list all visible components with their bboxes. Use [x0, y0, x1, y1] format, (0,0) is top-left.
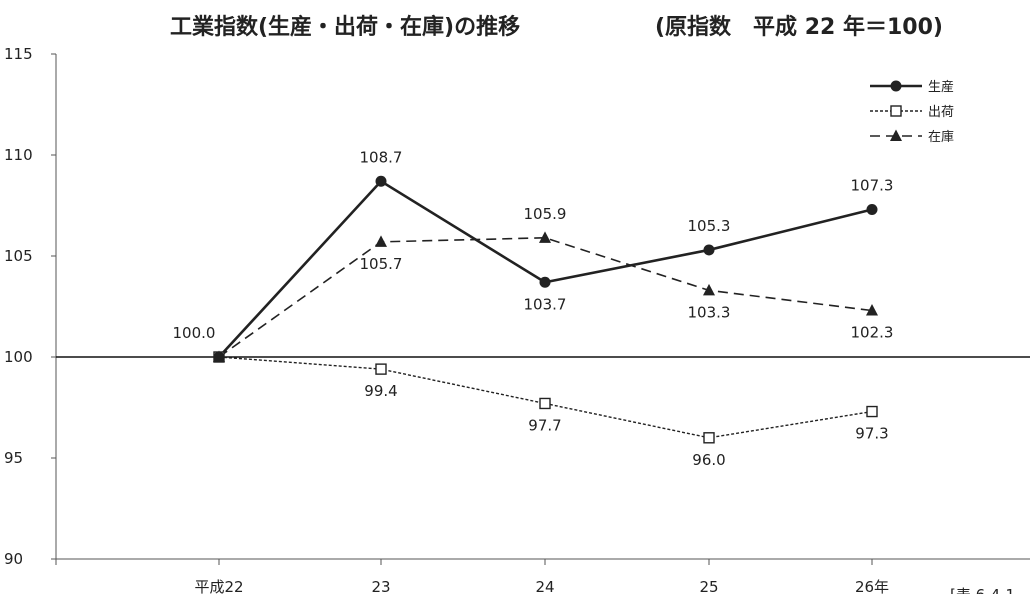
- data-label: 96.0: [692, 451, 725, 469]
- y-tick-label: 100: [4, 348, 33, 366]
- footnote: [表 6-4-1: [950, 586, 1015, 594]
- data-point: [375, 363, 387, 375]
- data-point: [866, 204, 878, 216]
- data-point: [866, 304, 878, 316]
- legend-label: 在庫: [928, 130, 954, 145]
- x-tick-label: 23: [371, 578, 390, 594]
- y-tick-label: 115: [4, 45, 33, 63]
- data-label: 99.4: [364, 382, 397, 400]
- series-line-在庫: [218, 237, 873, 358]
- y-tick-label: 90: [4, 550, 23, 568]
- data-label: 103.7: [524, 295, 567, 313]
- data-label: 108.7: [360, 148, 403, 166]
- data-label: 107.3: [851, 177, 894, 195]
- x-tick-label: 25: [699, 578, 718, 594]
- data-point: [703, 244, 715, 256]
- axes: 90 95 100 105 110 115 平成22 23 24 25 26年: [4, 45, 1030, 594]
- data-point: [539, 276, 551, 288]
- data-label: 105.9: [524, 205, 567, 223]
- y-tick-label: 110: [4, 146, 33, 164]
- data-point: [213, 351, 225, 363]
- series-group: [213, 175, 878, 444]
- data-point: [890, 80, 902, 92]
- x-tick-label: 平成22: [194, 578, 243, 594]
- data-labels: 100.0 108.7 103.7 105.3 107.3 99.4 97.7 96.0 97.…: [173, 148, 894, 469]
- y-tick-label: 95: [4, 449, 23, 467]
- data-point: [375, 175, 387, 187]
- chart-subtitle: (原指数 平成 22 年＝100): [655, 14, 943, 40]
- data-point: [890, 129, 902, 141]
- data-point: [539, 397, 551, 410]
- data-label: 105.3: [688, 217, 731, 235]
- data-point: [890, 105, 902, 117]
- legend-label: 生産: [928, 79, 954, 95]
- x-tick-label: 26年: [855, 578, 889, 594]
- data-point: [375, 235, 387, 247]
- data-point: [539, 231, 551, 243]
- data-point: [866, 405, 878, 418]
- legend-label: 出荷: [928, 105, 954, 120]
- data-label: 97.3: [855, 425, 888, 443]
- data-label: 97.7: [528, 416, 561, 434]
- data-point: [703, 283, 715, 296]
- data-point: [703, 432, 715, 444]
- y-tick-label: 105: [4, 247, 33, 265]
- chart-title: 工業指数(生産・出荷・在庫)の推移: [170, 14, 520, 40]
- x-tick-label: 24: [535, 578, 554, 594]
- data-label: 102.3: [851, 324, 894, 342]
- data-label: 100.0: [173, 324, 216, 342]
- data-label: 103.3: [688, 303, 731, 321]
- data-label: 105.7: [360, 255, 403, 273]
